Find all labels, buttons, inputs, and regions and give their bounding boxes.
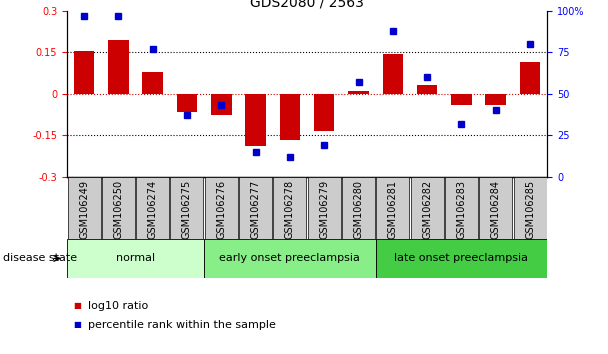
Bar [108, 40, 129, 94]
Text: GSM106283: GSM106283 [457, 180, 466, 239]
Text: GSM106278: GSM106278 [285, 180, 295, 239]
Text: GSM106249: GSM106249 [79, 180, 89, 239]
Text: percentile rank within the sample: percentile rank within the sample [88, 320, 276, 330]
Text: GSM106281: GSM106281 [388, 180, 398, 239]
Bar [451, 94, 472, 105]
Text: GSM106250: GSM106250 [113, 180, 123, 239]
FancyBboxPatch shape [239, 177, 272, 239]
FancyBboxPatch shape [376, 239, 547, 278]
Text: GSM106277: GSM106277 [250, 180, 261, 239]
Bar [280, 94, 300, 139]
Bar [417, 85, 437, 94]
FancyBboxPatch shape [410, 177, 444, 239]
Bar [382, 53, 403, 94]
Text: GSM106276: GSM106276 [216, 180, 226, 239]
Text: GSM106279: GSM106279 [319, 180, 329, 239]
Title: GDS2080 / 2563: GDS2080 / 2563 [250, 0, 364, 10]
Bar [485, 94, 506, 105]
FancyBboxPatch shape [136, 177, 169, 239]
Text: GSM106282: GSM106282 [422, 180, 432, 239]
Text: GSM106285: GSM106285 [525, 180, 535, 239]
FancyBboxPatch shape [204, 239, 376, 278]
FancyBboxPatch shape [445, 177, 478, 239]
FancyBboxPatch shape [102, 177, 135, 239]
Bar [314, 94, 334, 131]
FancyBboxPatch shape [67, 177, 100, 239]
FancyBboxPatch shape [170, 177, 204, 239]
Bar [348, 91, 369, 94]
Text: log10 ratio: log10 ratio [88, 301, 148, 311]
Text: ■: ■ [73, 301, 81, 310]
Bar [74, 51, 94, 94]
Bar [142, 72, 163, 94]
FancyBboxPatch shape [274, 177, 306, 239]
FancyBboxPatch shape [342, 177, 375, 239]
FancyBboxPatch shape [514, 177, 547, 239]
Bar [177, 94, 197, 112]
Text: GSM106274: GSM106274 [148, 180, 157, 239]
Text: ■: ■ [73, 320, 81, 329]
Bar [520, 62, 541, 94]
FancyBboxPatch shape [308, 177, 340, 239]
Text: GSM106280: GSM106280 [353, 180, 364, 239]
FancyBboxPatch shape [205, 177, 238, 239]
Bar [211, 94, 232, 115]
Text: GSM106275: GSM106275 [182, 180, 192, 239]
Text: GSM106284: GSM106284 [491, 180, 501, 239]
Bar [245, 94, 266, 147]
Text: late onset preeclampsia: late onset preeclampsia [395, 253, 528, 263]
Text: normal: normal [116, 253, 155, 263]
FancyBboxPatch shape [376, 177, 409, 239]
Text: early onset preeclampsia: early onset preeclampsia [219, 253, 361, 263]
FancyBboxPatch shape [479, 177, 512, 239]
Text: disease state: disease state [3, 253, 77, 263]
FancyBboxPatch shape [67, 239, 204, 278]
